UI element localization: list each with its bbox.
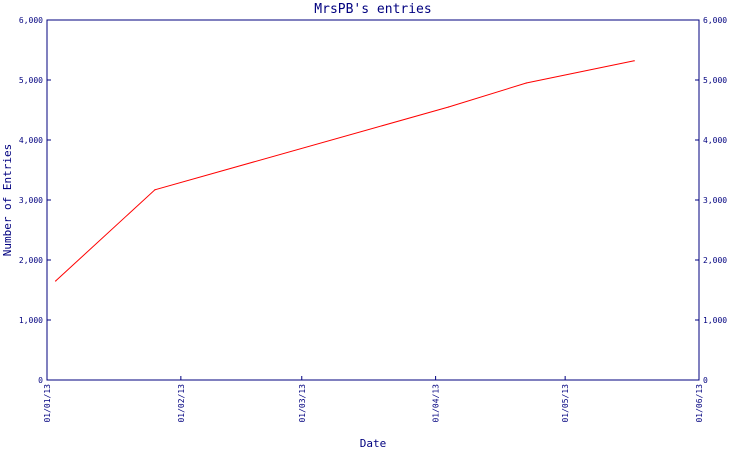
y-axis-label: Number of Entries xyxy=(1,144,14,257)
y-tick-label: 3,000 xyxy=(19,196,43,205)
y-right-tick-label: 1,000 xyxy=(703,316,727,325)
data-point xyxy=(55,280,57,282)
y-right-tick-label: 5,000 xyxy=(703,76,727,85)
y-right-tick-label: 4,000 xyxy=(703,136,727,145)
y-right-tick-label: 2,000 xyxy=(703,256,727,265)
y-right-tick-label: 6,000 xyxy=(703,16,727,25)
y-tick-label: 1,000 xyxy=(19,316,43,325)
y-tick-label: 4,000 xyxy=(19,136,43,145)
x-tick-label: 01/05/13 xyxy=(561,384,570,423)
x-axis-label: Date xyxy=(360,437,387,450)
y-tick-label: 0 xyxy=(38,376,43,385)
y-right-tick-label: 3,000 xyxy=(703,196,727,205)
series-layer xyxy=(55,60,635,282)
x-tick-label: 01/04/13 xyxy=(432,384,441,423)
x-tick-label: 01/01/13 xyxy=(43,384,52,423)
y-tick-label: 6,000 xyxy=(19,16,43,25)
data-point xyxy=(154,189,156,191)
ticks-layer: 0 0 1,000 1,000 2,000 2,000 3,000 3,000 4,000 4,0… xyxy=(19,16,727,423)
x-tick-label: 01/02/13 xyxy=(177,384,186,423)
data-point xyxy=(447,106,450,108)
plot-area-frame xyxy=(46,19,700,381)
chart-title: MrsPB's entries xyxy=(314,2,431,17)
y-tick-label: 5,000 xyxy=(19,76,43,85)
data-point xyxy=(633,60,635,62)
series-line-0 xyxy=(55,60,635,282)
y-right-tick-label: 0 xyxy=(703,376,708,385)
data-point xyxy=(525,82,527,84)
x-tick-label: 01/03/13 xyxy=(298,384,307,423)
x-tick-label: 01/06/13 xyxy=(695,384,704,423)
y-tick-label: 2,000 xyxy=(19,256,43,265)
